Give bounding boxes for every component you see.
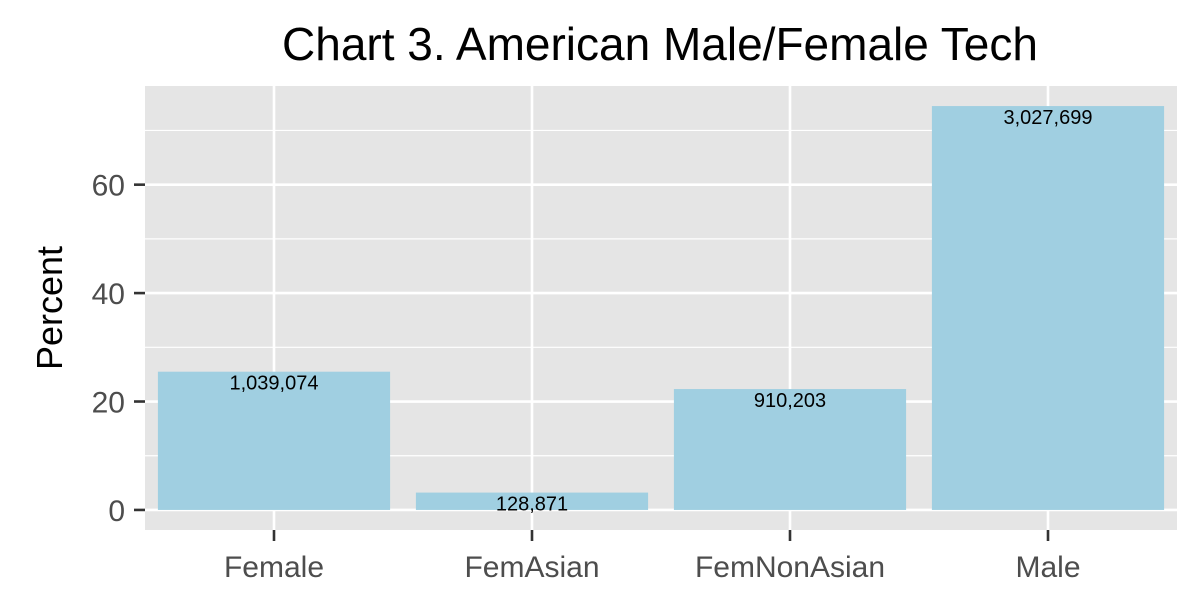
data-label: 910,203 xyxy=(754,390,826,412)
chart-title: Chart 3. American Male/Female Tech xyxy=(282,18,1038,70)
y-tick-label: 40 xyxy=(92,278,125,311)
data-label: 1,039,074 xyxy=(230,373,319,395)
y-tick-label: 0 xyxy=(108,495,125,528)
y-axis-title: Percent xyxy=(29,246,70,370)
x-axis: Female FemAsian FemNonAsian Male xyxy=(224,530,1081,584)
bar-femasian xyxy=(415,492,649,510)
x-tick-label: FemAsian xyxy=(464,551,599,584)
y-tick-label: 20 xyxy=(92,387,125,420)
y-tick-label: 60 xyxy=(92,170,125,203)
bar-femnonasian xyxy=(673,389,907,510)
y-axis: 0 20 40 60 xyxy=(92,170,145,528)
data-label: 128,871 xyxy=(496,494,568,516)
bar-male xyxy=(931,106,1165,510)
x-tick-label: FemNonAsian xyxy=(695,551,885,584)
bar-female xyxy=(157,371,391,510)
bars xyxy=(157,106,1165,510)
data-label: 3,027,699 xyxy=(1004,107,1093,129)
x-tick-label: Female xyxy=(224,551,324,584)
x-tick-label: Male xyxy=(1015,551,1080,584)
data-labels: 1,039,074 128,871 910,203 3,027,699 xyxy=(230,107,1093,516)
